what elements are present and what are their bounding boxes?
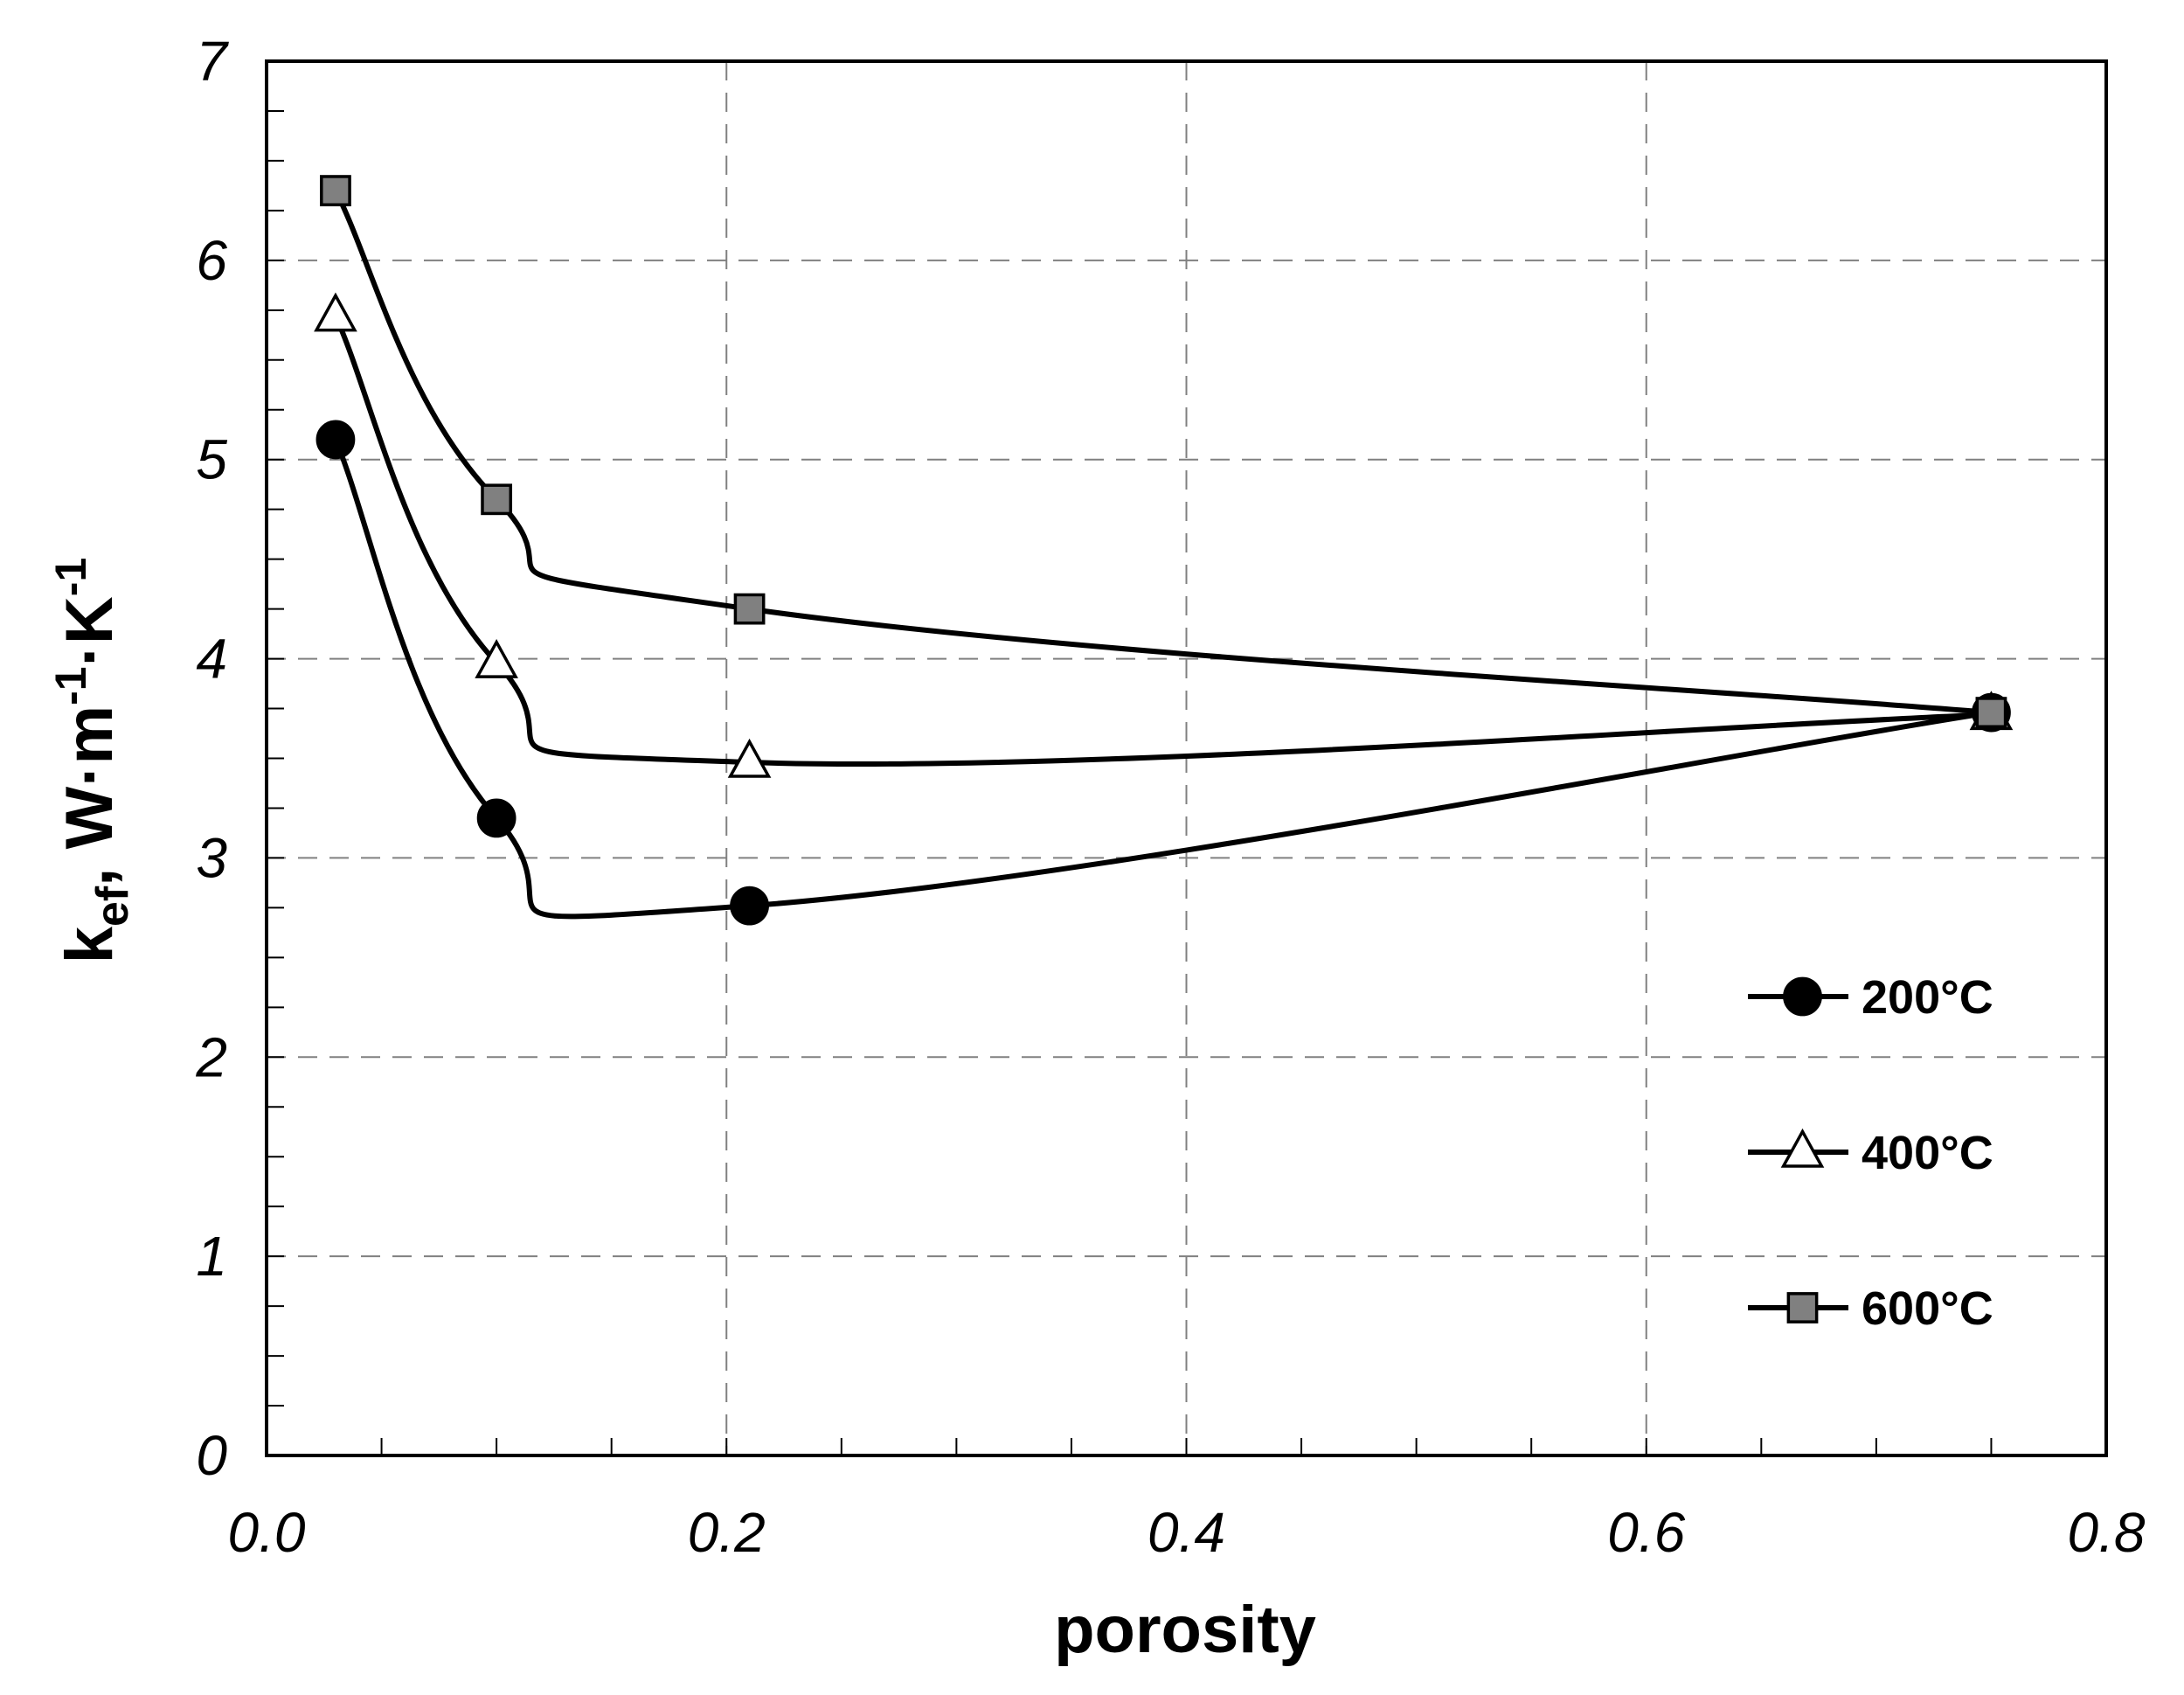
x-tick-label-0.8: 0.8 — [2068, 1501, 2146, 1564]
series-600°C — [320, 175, 2007, 728]
legend-marker-600°C — [1786, 1292, 1819, 1323]
series-line-400°C — [333, 315, 1992, 768]
y-axis-title-exp1: -1 — [46, 666, 95, 705]
x-tick-label-0.2: 0.2 — [688, 1501, 766, 1564]
marker-400°C-1 — [475, 638, 518, 678]
y-axis-title-subscript: ef — [87, 886, 138, 927]
plot-area-frame — [265, 59, 2108, 1457]
marker-200°C-1 — [476, 798, 517, 838]
legend-label-400°C: 400°C — [1862, 1127, 1993, 1179]
y-axis-title-unit-mid: ·K — [52, 596, 127, 666]
x-tick-label-0.0: 0.0 — [228, 1501, 306, 1564]
legend-label-200°C: 200°C — [1862, 971, 1993, 1024]
y-axis-tick-labels: 0 1 2 3 4 5 6 7 — [195, 30, 229, 1487]
minor-ticks — [267, 109, 1993, 1455]
legend: 200°C 400°C 600°C — [1748, 971, 1993, 1335]
x-axis-title: porosity — [1054, 1593, 1316, 1667]
marker-600°C-2 — [733, 593, 766, 625]
x-tick-label-0.4: 0.4 — [1147, 1501, 1225, 1564]
legend-entry-200°C: 200°C — [1748, 971, 1993, 1024]
marker-200°C-2 — [730, 886, 769, 926]
marker-600°C-0 — [320, 175, 351, 207]
y-tick-label-7: 7 — [196, 30, 229, 93]
x-tick-label-0.6: 0.6 — [1607, 1501, 1685, 1564]
legend-entry-600°C: 600°C — [1748, 1282, 1993, 1335]
y-tick-label-2: 2 — [195, 1025, 227, 1088]
y-tick-label-6: 6 — [196, 229, 227, 292]
legend-marker-200°C — [1783, 976, 1822, 1017]
series-400°C — [314, 292, 2014, 778]
marker-600°C-1 — [481, 483, 513, 516]
y-tick-label-1: 1 — [196, 1225, 227, 1288]
marker-400°C-2 — [727, 738, 772, 778]
series-200°C — [315, 420, 2011, 926]
y-tick-label-0: 0 — [196, 1424, 227, 1487]
marker-400°C-0 — [314, 292, 357, 332]
legend-entry-400°C: 400°C — [1748, 1127, 1993, 1179]
marker-600°C-3 — [1975, 697, 2007, 728]
x-axis-tick-labels: 0.0 0.2 0.4 0.6 0.8 — [228, 1501, 2146, 1564]
legend-marker-400°C — [1780, 1128, 1825, 1168]
y-tick-label-4: 4 — [196, 628, 227, 691]
legend-label-600°C: 600°C — [1862, 1282, 1993, 1335]
series-line-600°C — [333, 189, 1992, 716]
y-axis-title-exp2: -1 — [46, 558, 95, 596]
y-axis-title-unit: , W·m — [52, 705, 127, 886]
y-axis-title: kef, W·m-1·K-1 — [46, 558, 138, 964]
y-tick-label-5: 5 — [196, 428, 227, 491]
marker-200°C-0 — [315, 420, 356, 460]
series-layer — [314, 175, 2014, 926]
series-line-200°C — [333, 438, 1992, 920]
y-axis-title-base: k — [52, 926, 127, 963]
y-tick-label-3: 3 — [196, 826, 227, 889]
